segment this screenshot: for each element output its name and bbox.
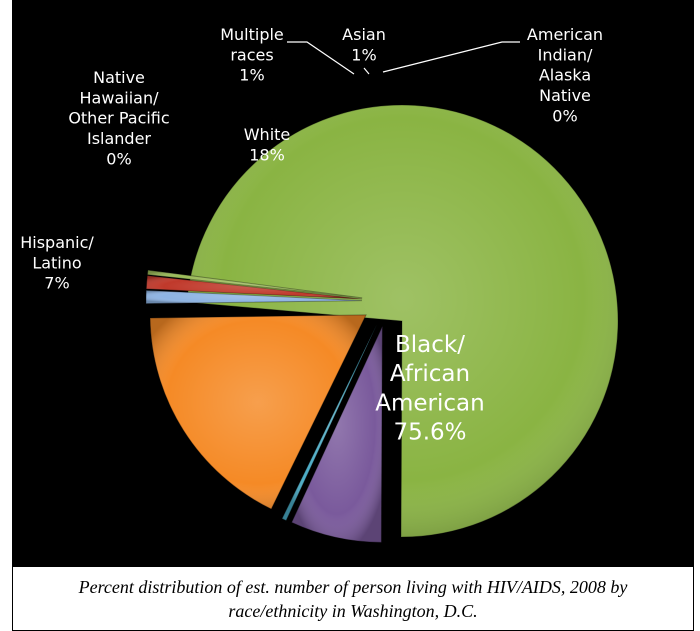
pie-slice-shade-5 xyxy=(146,275,363,299)
chart-caption: Percent distribution of est. number of p… xyxy=(78,576,628,621)
slice-name-label: Latino xyxy=(32,253,81,272)
slice-value-label: 7% xyxy=(44,274,69,293)
slice-name-label: Hispanic/ xyxy=(20,233,94,252)
slice-name-label: American xyxy=(375,390,484,416)
slice-value-label: 0% xyxy=(552,106,577,125)
slice-name-label: White xyxy=(244,125,291,144)
pie-slice-shade-0 xyxy=(186,105,618,537)
slice-label-6: American Indian/Alaska Native 0% xyxy=(527,25,603,125)
slice-label-0: Black/African American 75.6% xyxy=(375,332,484,446)
slice-label-3: White 18% xyxy=(244,125,291,164)
leader-line-6 xyxy=(382,41,520,73)
slice-value-label: 75.6% xyxy=(393,420,466,446)
pie-slice-shade-6 xyxy=(147,270,363,298)
slice-name-label: Native xyxy=(539,86,591,105)
slice-name-label: Alaska xyxy=(539,66,591,85)
pie-slice-shade-2 xyxy=(282,324,377,521)
slice-value-label: 18% xyxy=(249,145,285,164)
slice-value-label: 0% xyxy=(106,149,131,168)
slice-name-label: Native xyxy=(93,68,145,87)
slice-name-label: Other Pacific xyxy=(68,109,169,128)
leader-line-5 xyxy=(363,67,370,75)
chart-frame: Black/African American 75.6% Hispanic/Latin… xyxy=(12,0,694,566)
pie-chart: Black/African American 75.6% Hispanic/Latin… xyxy=(20,25,619,543)
slice-label-1: Hispanic/Latino 7% xyxy=(20,233,94,293)
slice-name-label: Multiple xyxy=(220,25,284,44)
slice-label-4: Multiple races 1% xyxy=(220,25,284,85)
slice-name-label: races xyxy=(230,45,273,64)
slice-name-label: Indian/ xyxy=(538,45,593,64)
slice-label-5: Asian 1% xyxy=(342,25,386,64)
slice-name-label: American xyxy=(527,25,603,44)
slice-label-2: Native Hawaiian/Other Pacific Islander 0% xyxy=(68,68,169,168)
slice-name-label: Black/ xyxy=(395,332,465,358)
pie-slice-shade-4 xyxy=(146,290,363,304)
slice-value-label: 1% xyxy=(239,66,264,85)
caption-box: Percent distribution of est. number of p… xyxy=(12,566,694,631)
slice-name-label: Hawaiian/ xyxy=(80,88,160,107)
leader-line-4 xyxy=(287,41,355,75)
slice-value-label: 1% xyxy=(351,45,376,64)
pie-slice-shade-3 xyxy=(150,314,367,510)
slice-name-label: African xyxy=(390,361,470,387)
slice-name-label: Asian xyxy=(342,25,386,44)
pie-slice-shade-1 xyxy=(291,326,383,543)
slice-name-label: Islander xyxy=(87,129,151,148)
